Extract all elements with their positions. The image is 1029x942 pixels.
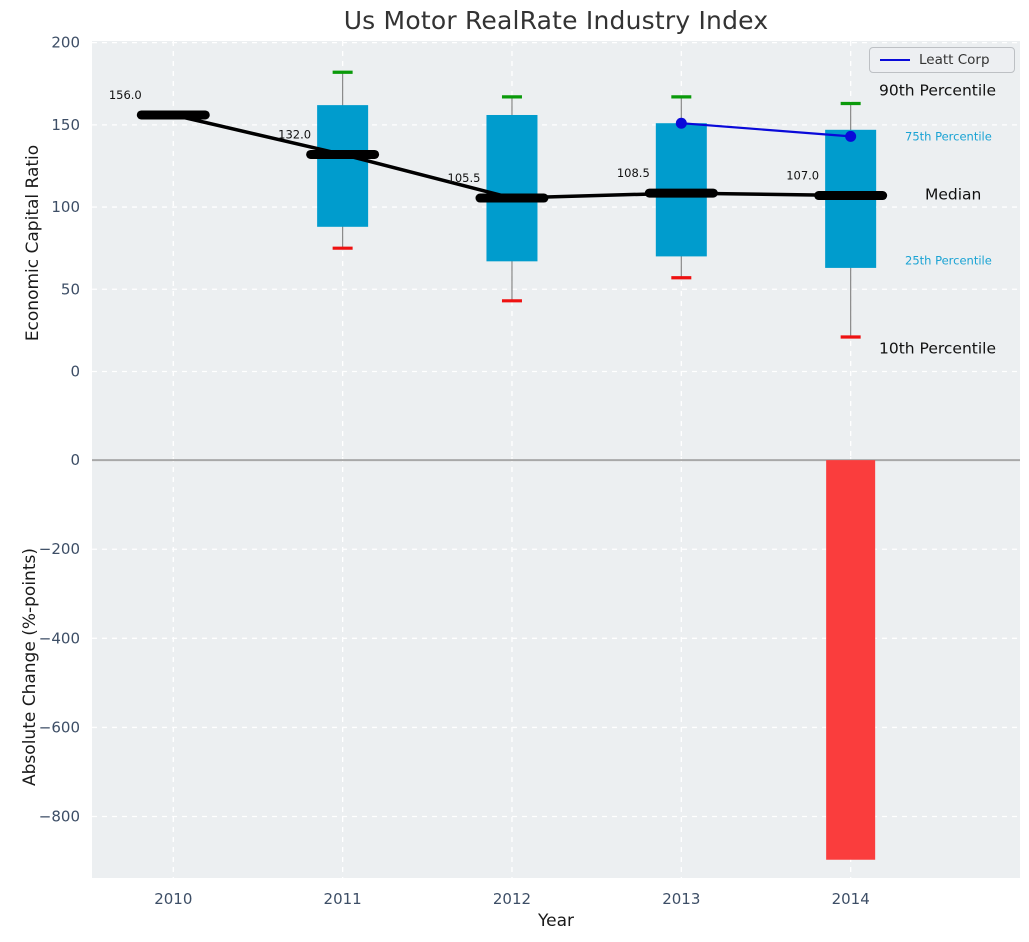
annotation-25th-percentile: 25th Percentile — [905, 254, 992, 268]
xtick-2013: 2013 — [662, 890, 700, 908]
legend-label: Leatt Corp — [919, 52, 990, 68]
median-value-label-2012: 105.5 — [448, 171, 481, 185]
median-value-label-2014: 107.0 — [786, 169, 819, 183]
leatt-corp-marker-2013 — [675, 117, 687, 129]
legend: Leatt Corp — [869, 47, 1015, 73]
chart-title: Us Motor RealRate Industry Index — [343, 6, 769, 35]
xtick-2010: 2010 — [154, 890, 192, 908]
ytick-top-0: 0 — [70, 362, 80, 380]
leatt-corp-line — [681, 122, 851, 138]
xtick-2012: 2012 — [493, 890, 531, 908]
annotation-90th-percentile: 90th Percentile — [879, 81, 996, 99]
ytick-bottom-−800: −800 — [39, 808, 80, 826]
annotation-75th-percentile: 75th Percentile — [905, 130, 992, 144]
y-axis-label-bottom: Absolute Change (%-points) — [20, 548, 40, 786]
ytick-top-100: 100 — [51, 198, 80, 216]
median-value-label-2013: 108.5 — [617, 166, 650, 180]
ytick-bottom-−400: −400 — [39, 629, 80, 647]
x-axis-label: Year — [538, 911, 574, 931]
ytick-bottom-0: 0 — [70, 451, 80, 469]
annotation-10th-percentile: 10th Percentile — [879, 339, 996, 357]
legend-line-swatch — [880, 59, 910, 61]
percentile-box-2012 — [486, 114, 538, 262]
percentile-box-2011 — [317, 105, 369, 227]
median-value-label-2010: 156.0 — [109, 88, 142, 102]
y-axis-label-top: Economic Capital Ratio — [23, 144, 43, 342]
median-value-label-2011: 132.0 — [278, 127, 311, 141]
ytick-bottom-−600: −600 — [39, 718, 80, 736]
leatt-corp-marker-2014 — [845, 130, 857, 142]
change-bar-2014 — [826, 460, 876, 860]
xtick-2014: 2014 — [832, 890, 870, 908]
ytick-top-50: 50 — [61, 280, 80, 298]
ytick-top-150: 150 — [51, 116, 80, 134]
ytick-top-200: 200 — [51, 34, 80, 52]
xtick-2011: 2011 — [324, 890, 362, 908]
ytick-bottom-−200: −200 — [39, 540, 80, 558]
annotation-median: Median — [925, 186, 981, 204]
